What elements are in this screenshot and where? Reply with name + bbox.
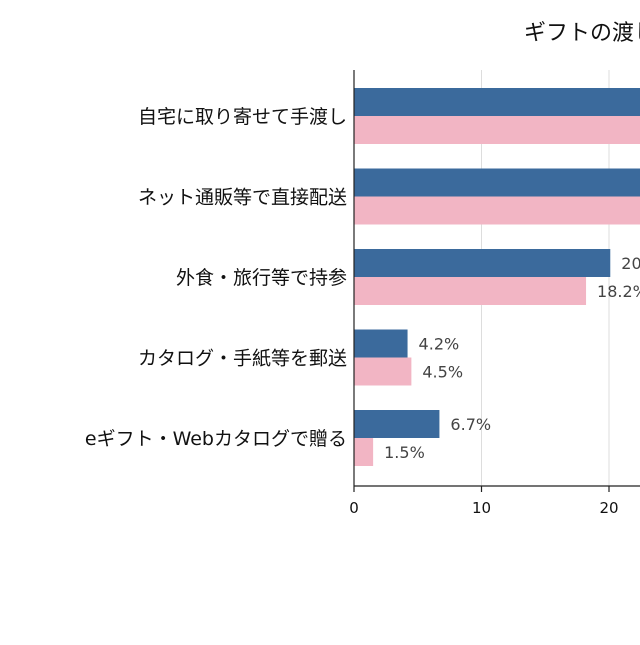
bar-series-2 (354, 438, 373, 466)
category-labels: 自宅に取り寄せて手渡しネット通販等で直接配送外食・旅行等で持参カタログ・手紙等を… (85, 106, 347, 450)
bar-series-1 (354, 88, 640, 116)
bar-series-2 (354, 197, 640, 225)
x-tick-label: 20 (599, 499, 618, 517)
data-label: 1.5% (384, 443, 425, 462)
bar-series-1 (354, 249, 610, 277)
category-label: ネット通販等で直接配送 (138, 187, 347, 209)
bar-series-2 (354, 358, 411, 386)
bars (354, 88, 640, 466)
data-label: 20.1% (621, 254, 640, 273)
chart-title: ギフトの渡し方 (524, 21, 640, 46)
category-label: カタログ・手紙等を郵送 (138, 348, 347, 370)
bar-series-1 (354, 410, 439, 438)
category-label: 外食・旅行等で持参 (176, 267, 347, 289)
bar-series-1 (354, 169, 640, 197)
data-label: 4.5% (422, 363, 463, 382)
category-label: 自宅に取り寄せて手渡し (138, 106, 347, 128)
data-label: 18.2% (597, 282, 640, 301)
bar-series-1 (354, 330, 408, 358)
bar-series-2 (354, 277, 586, 305)
data-label: 6.7% (450, 415, 491, 434)
category-label: eギフト・Webカタログで贈る (85, 428, 347, 450)
data-label: 4.2% (419, 335, 460, 354)
x-tick-label: 10 (472, 499, 491, 517)
x-tick-label: 0 (349, 499, 359, 517)
bar-series-2 (354, 116, 640, 144)
